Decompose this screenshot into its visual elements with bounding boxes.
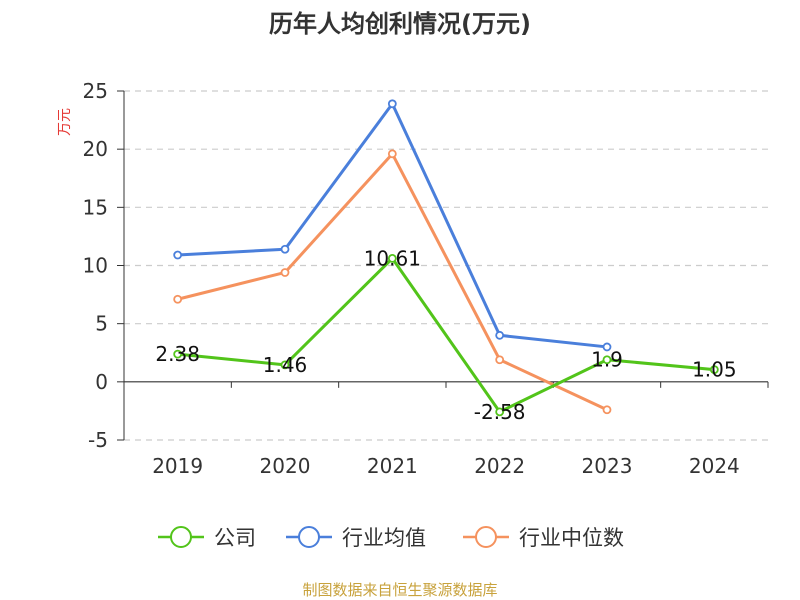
series-2 [173, 149, 612, 415]
data-point[interactable] [387, 99, 397, 109]
y-tick-label: 0 [95, 370, 108, 394]
series-0 [173, 254, 719, 417]
series-line [177, 256, 715, 414]
y-tick-label: -5 [88, 428, 108, 452]
data-point[interactable] [173, 349, 183, 359]
data-point[interactable] [495, 330, 505, 340]
series-line [177, 102, 608, 349]
legend-item-1[interactable]: 行业均值 [286, 526, 426, 550]
axes: -5 0 5 10 15 20 25 2019 2020 2021 2022 2023 2024 [83, 79, 769, 478]
legend-marker [170, 526, 192, 548]
y-axis-unit: 万元 [57, 108, 73, 136]
data-point[interactable] [387, 254, 397, 263]
data-labels: 2.38 1.46 10.61 -2.58 1.9 1.05 [155, 246, 736, 423]
series-line [177, 152, 608, 412]
series-layer [173, 99, 719, 417]
legend-item-2[interactable]: 行业中位数 [463, 526, 624, 550]
data-label: 10.61 [364, 246, 421, 270]
x-tick-label: 2021 [367, 454, 418, 478]
data-point[interactable] [602, 342, 612, 352]
chart-title: 历年人均创利情况(万元) [269, 10, 531, 38]
series-1 [173, 99, 612, 352]
data-point[interactable] [495, 407, 505, 417]
y-tick-label: 10 [83, 254, 108, 278]
data-label: -2.58 [474, 400, 526, 424]
grid-lines [124, 90, 768, 441]
data-point[interactable] [602, 405, 612, 415]
x-tick-label: 2020 [260, 454, 311, 478]
source-note: 制图数据来自恒生聚源数据库 [302, 581, 497, 599]
data-point[interactable] [280, 268, 290, 277]
data-point[interactable] [387, 149, 397, 159]
data-label: 1.9 [591, 348, 623, 372]
legend[interactable]: 公司 行业均值 行业中位数 [158, 526, 624, 550]
data-point[interactable] [495, 355, 505, 365]
data-label: 2.38 [155, 342, 200, 366]
x-tick-label: 2019 [152, 454, 203, 478]
data-point[interactable] [173, 250, 183, 260]
data-point[interactable] [602, 355, 612, 365]
y-tick-label: 25 [83, 79, 108, 103]
data-point[interactable] [709, 365, 719, 375]
x-tick-label: 2023 [582, 454, 633, 478]
data-point[interactable] [280, 244, 290, 254]
y-tick-label: 15 [83, 195, 108, 219]
legend-marker [298, 526, 320, 548]
x-tick-label: 2024 [689, 454, 740, 478]
legend-label: 行业中位数 [519, 526, 624, 550]
data-point[interactable] [280, 360, 290, 370]
data-label: 1.46 [263, 353, 308, 377]
data-label: 1.05 [692, 358, 737, 382]
y-tick-label: 20 [83, 137, 108, 161]
legend-item-0[interactable]: 公司 [158, 526, 256, 550]
data-point[interactable] [173, 294, 183, 304]
y-tick-label: 5 [95, 312, 108, 336]
legend-label: 行业均值 [342, 526, 426, 550]
x-tick-label: 2022 [474, 454, 525, 478]
legend-label: 公司 [214, 526, 256, 550]
legend-marker [475, 526, 497, 548]
